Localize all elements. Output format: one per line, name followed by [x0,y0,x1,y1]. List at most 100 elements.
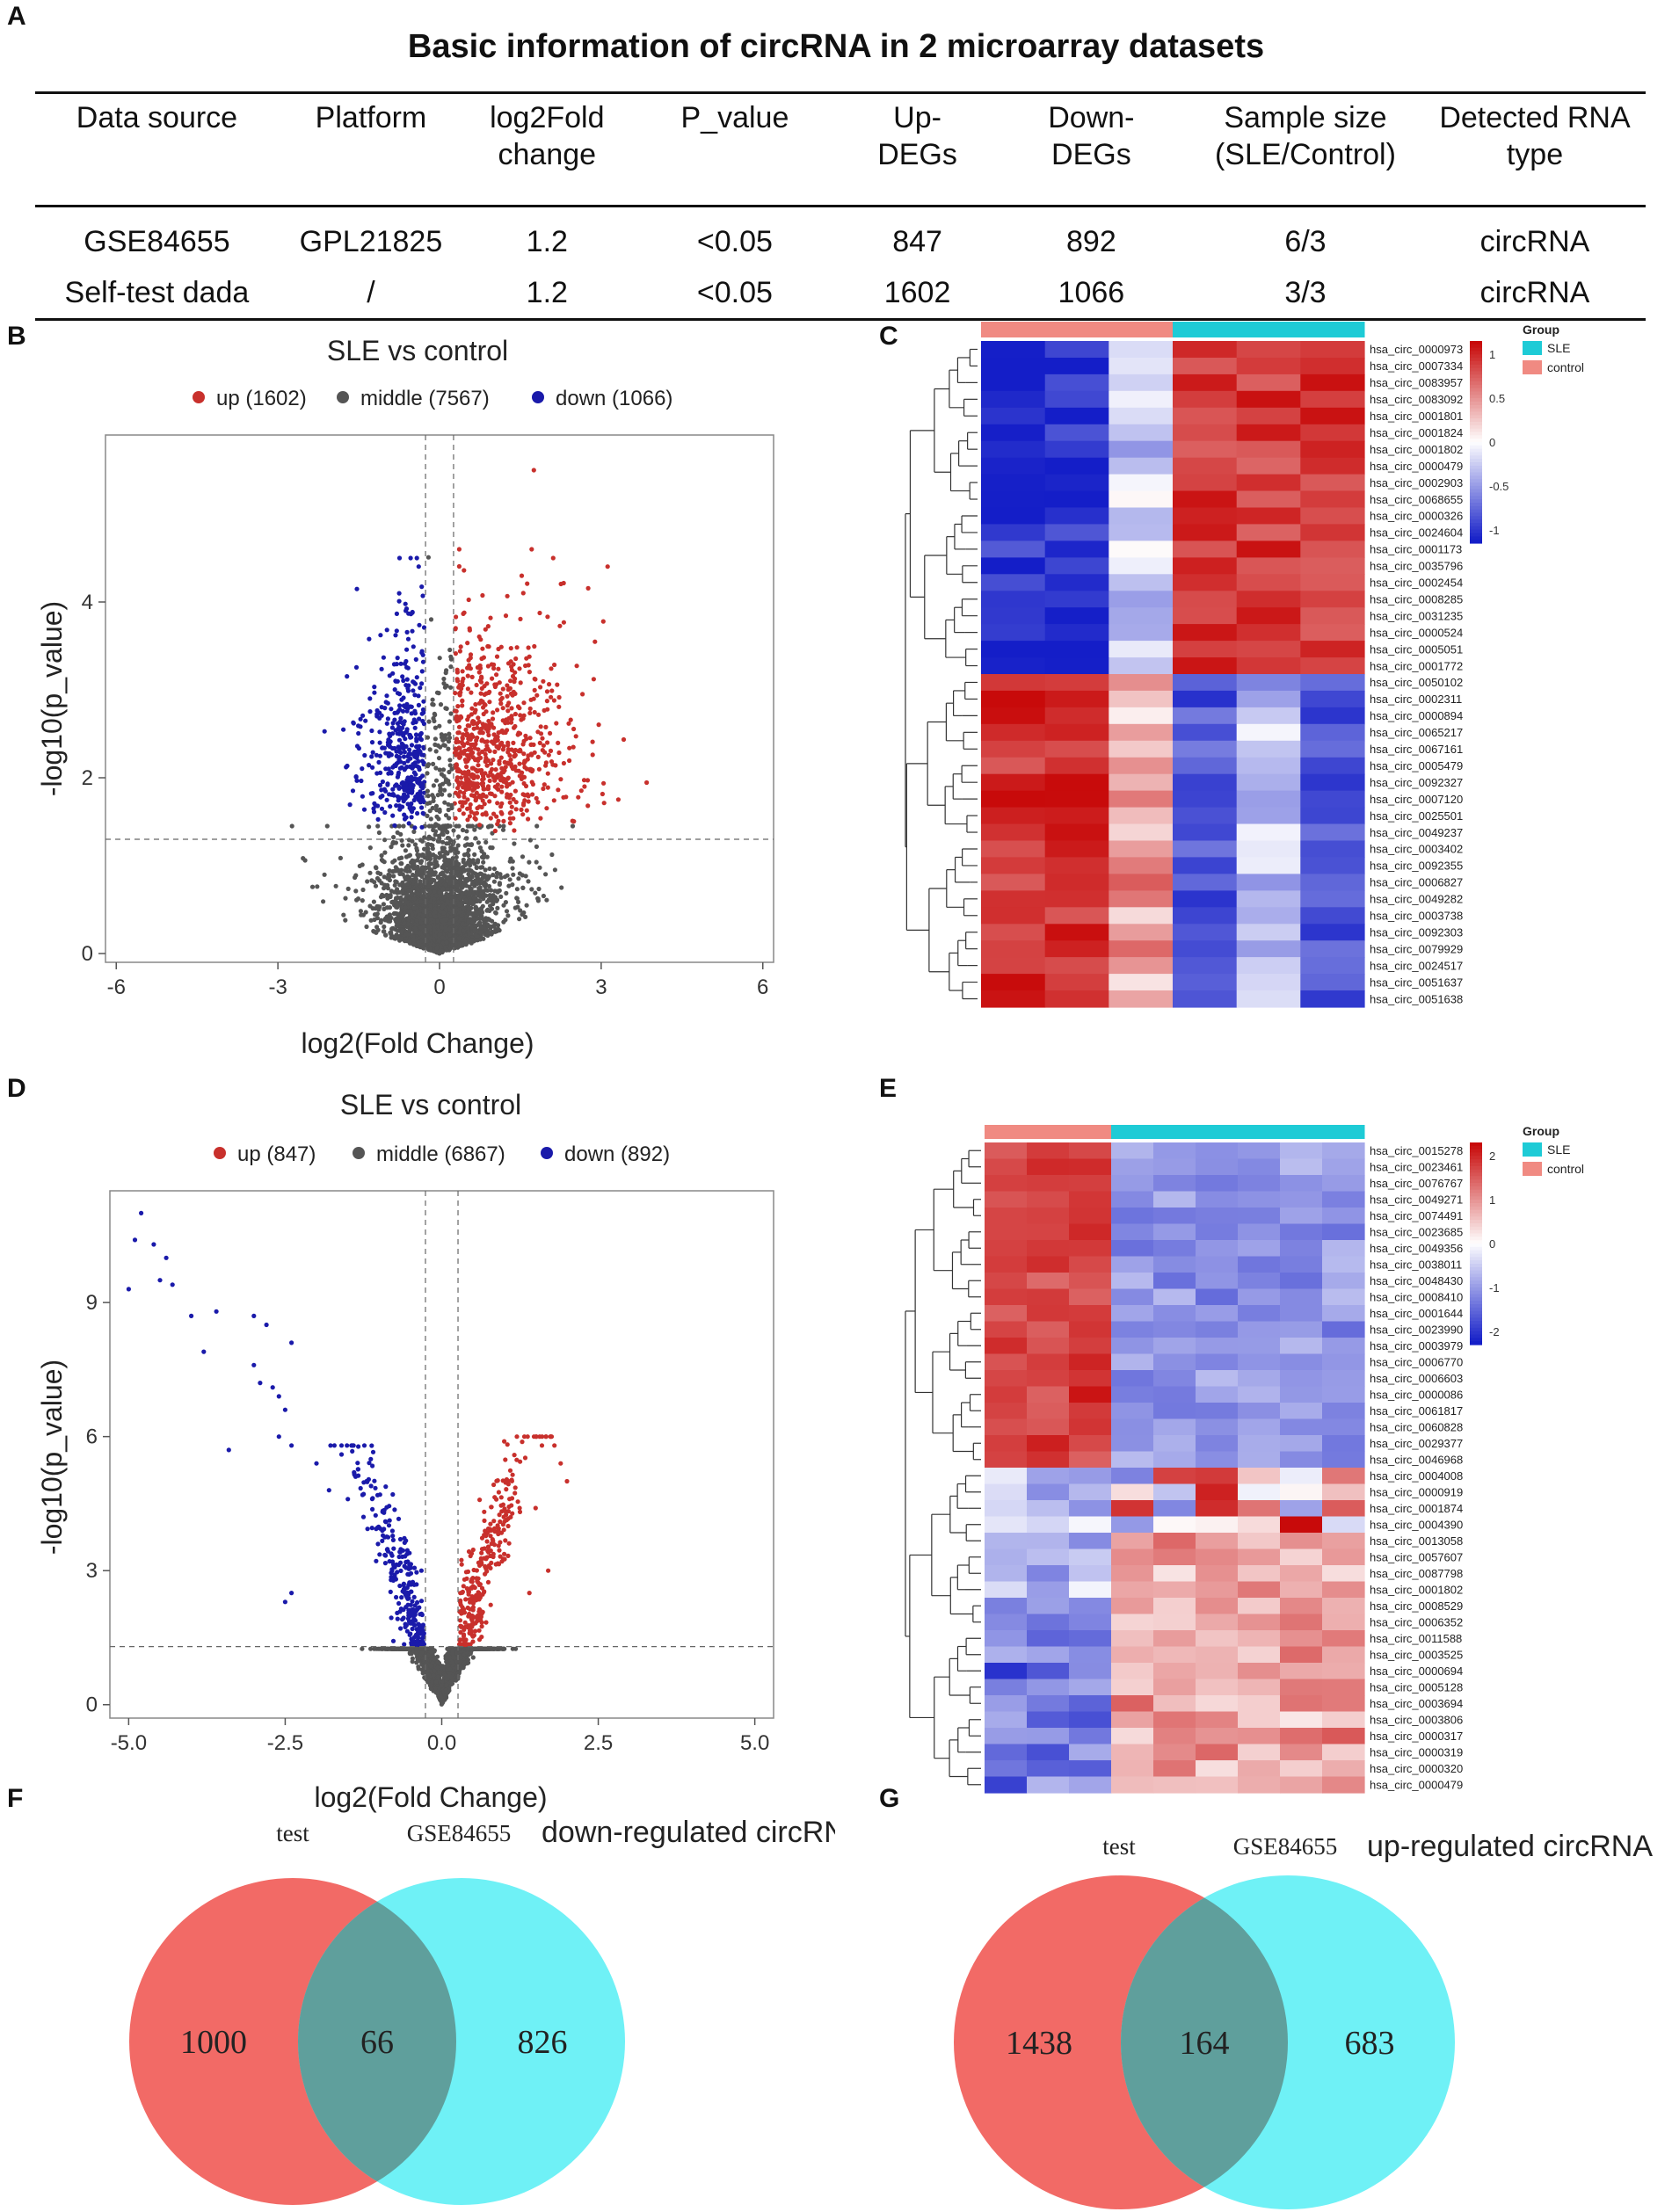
volcano-point-mid [504,909,510,914]
volcano-point-down [420,652,425,657]
volcano-point-mid [442,800,447,805]
volcano-point-up [499,784,505,789]
volcano-point-up [491,665,497,671]
volcano-point-up [508,691,514,696]
volcano-point-mid [516,876,521,881]
volcano-point-down [360,766,365,772]
volcano-point-mid [408,909,413,914]
volcano-point-mid [321,899,326,904]
volcano-point-mid [375,823,381,829]
volcano-point-mid [409,893,414,898]
volcano-plot-d: SLE vs control up (847) middle (6867) do… [36,1089,774,1813]
volcano-point-up [521,751,527,757]
volcano-point-mid [374,911,380,917]
volcano-point-mid [447,763,453,768]
volcano-point-up [511,740,516,745]
volcano-point-up [551,798,556,803]
volcano-point-down [389,725,395,730]
volcano-point-down [404,629,410,635]
volcano-point-up [465,817,470,823]
volcano-point-mid [460,891,465,896]
volcano-point-mid [458,917,463,922]
legend-down-marker [532,391,544,403]
volcano-point-down [396,598,402,604]
volcano-point-down [394,753,399,758]
volcano-point-mid [442,858,447,864]
volcano-point-mid [467,874,472,880]
volcano-point-mid [460,921,465,926]
table-cell: / [278,267,464,321]
volcano-point-mid [433,725,438,730]
volcano-point-mid [452,934,457,939]
volcano-point-up [503,765,508,770]
volcano-point-mid [454,854,459,860]
volcano-point-mid [428,941,433,947]
volcano-point-up [483,702,488,707]
volcano-point-down [396,726,401,732]
volcano-point-mid [360,1646,365,1651]
volcano-point-up [549,759,555,765]
volcano-point-up [615,797,622,802]
volcano-point-mid [443,882,448,888]
legend-up-label: up (847) [237,1142,316,1166]
volcano-point-mid [420,913,425,918]
volcano-point-mid [431,761,436,766]
table-cell: circRNA [1479,224,1590,258]
volcano-point-mid [447,758,453,763]
volcano-point-up [513,656,519,662]
volcano-point-up [456,563,462,569]
volcano-point-mid [471,896,476,901]
volcano-point-up [461,811,466,816]
volcano-point-mid [442,787,447,793]
volcano-point-down [409,704,414,709]
volcano-point-up [513,691,518,696]
volcano-point-up [529,752,534,758]
volcano-point-up [558,777,563,782]
volcano-point-down [387,744,393,750]
legend-middle-marker [337,391,349,403]
volcano-point-up [518,713,523,718]
volcano-point-mid [447,874,452,880]
volcano-point-mid [309,884,316,889]
volcano-point-mid [437,723,442,729]
volcano-point-mid [438,702,444,707]
volcano-point-up [476,751,482,757]
volcano-point-up [549,694,554,700]
volcano-point-mid [470,879,476,884]
volcano-point-up [492,684,498,690]
volcano-point-up [530,781,536,787]
volcano-point-mid [513,1646,519,1651]
volcano-d-title: SLE vs control [340,1089,521,1121]
header-log2fold: log2Fold change [463,91,631,207]
volcano-point-up [516,749,521,754]
volcano-point-mid [419,865,425,870]
volcano-point-down [379,806,385,811]
volcano-point-mid [469,938,475,943]
volcano-point-mid [427,747,433,752]
volcano-point-up [483,751,488,757]
volcano-point-mid [433,906,438,911]
volcano-point-down [372,685,377,690]
y-tick-label: 9 [86,1291,98,1315]
volcano-point-up [495,772,501,778]
volcano-point-down [419,805,425,810]
volcano-point-mid [371,928,376,934]
volcano-point-mid [427,856,433,862]
volcano-point-up [460,678,465,684]
volcano-point-mid [378,920,383,925]
volcano-point-up [507,810,513,816]
volcano-point-mid [397,882,403,888]
volcano-point-mid [414,900,419,905]
volcano-point-mid [406,915,411,920]
volcano-point-up [486,718,491,724]
volcano-point-mid [502,874,508,880]
volcano-point-mid [472,927,477,932]
volcano-point-up [513,711,519,717]
table-cell: 1.2 [463,267,631,321]
volcano-point-up [474,790,479,795]
y-tick-label: 2 [82,766,93,790]
volcano-point-up [524,808,529,813]
volcano-point-mid [425,813,430,819]
volcano-point-mid [433,881,439,887]
volcano-point-up [508,646,513,651]
